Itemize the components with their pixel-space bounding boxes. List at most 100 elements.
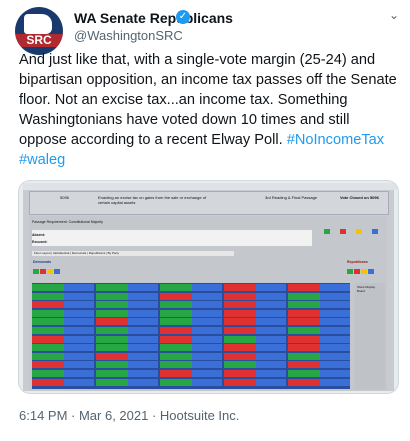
seat-column bbox=[224, 284, 286, 388]
seat-blank bbox=[128, 292, 158, 300]
seat-vote bbox=[96, 301, 130, 309]
seat-cell bbox=[160, 309, 222, 317]
seat-cell bbox=[96, 284, 158, 291]
seat-vote bbox=[96, 378, 130, 386]
seat-vote bbox=[288, 292, 322, 300]
verified-badge-icon: ✓ bbox=[176, 10, 190, 24]
seat-blank bbox=[320, 284, 350, 291]
seat-cell bbox=[160, 370, 222, 377]
seat-cell bbox=[224, 352, 286, 360]
tweet-timestamp[interactable]: 6:14 PM · Mar 6, 2021 · Hootsuite Inc. bbox=[19, 408, 240, 423]
seat-cell bbox=[160, 378, 222, 386]
seat-vote bbox=[288, 370, 322, 377]
seat-blank bbox=[192, 301, 222, 309]
seat-vote bbox=[160, 361, 194, 369]
vote-pane: Passage Requirement: Constitutional Majo… bbox=[29, 216, 387, 391]
hashtags[interactable]: #NoIncomeTax #waleg bbox=[19, 132, 385, 168]
seat-cell bbox=[224, 378, 286, 386]
layout-tabs[interactable]: Floor Layout | Alphabetical | Democrats … bbox=[32, 251, 234, 256]
seat-blank bbox=[256, 284, 286, 291]
dem-excused-box bbox=[54, 269, 60, 274]
dem-absent-box bbox=[47, 269, 53, 274]
seat-vote bbox=[224, 352, 258, 360]
seat-vote bbox=[224, 335, 258, 343]
seat-blank bbox=[192, 335, 222, 343]
seat-cell bbox=[32, 292, 94, 300]
absent-total-box bbox=[356, 229, 362, 234]
seat-vote bbox=[160, 309, 194, 317]
seat-cell bbox=[160, 327, 222, 334]
seat-blank bbox=[320, 309, 350, 317]
seat-grid bbox=[32, 283, 350, 389]
seat-vote bbox=[32, 284, 66, 291]
seat-blank bbox=[192, 370, 222, 377]
seat-cell bbox=[96, 344, 158, 352]
avatar[interactable]: SRC bbox=[15, 7, 63, 55]
seat-cell bbox=[96, 327, 158, 334]
show-display-board[interactable]: Show Display Board bbox=[357, 285, 376, 293]
seat-vote bbox=[160, 352, 194, 360]
seat-cell bbox=[288, 361, 350, 369]
seat-vote bbox=[224, 301, 258, 309]
more-options-icon[interactable]: ⌄ bbox=[388, 8, 400, 22]
seat-vote bbox=[96, 335, 130, 343]
seat-blank bbox=[128, 284, 158, 291]
seat-blank bbox=[192, 361, 222, 369]
seat-blank bbox=[192, 352, 222, 360]
seat-column bbox=[32, 284, 94, 388]
seat-blank bbox=[64, 327, 94, 334]
seat-blank bbox=[256, 318, 286, 326]
seat-cell bbox=[96, 361, 158, 369]
seat-blank bbox=[256, 327, 286, 334]
seat-cell bbox=[32, 335, 94, 343]
seat-vote bbox=[160, 292, 194, 300]
seat-vote bbox=[224, 292, 258, 300]
seat-blank bbox=[256, 292, 286, 300]
seat-vote bbox=[32, 301, 66, 309]
seat-vote bbox=[160, 344, 194, 352]
seat-cell bbox=[160, 292, 222, 300]
seat-cell bbox=[288, 284, 350, 291]
seat-blank bbox=[256, 378, 286, 386]
seat-vote bbox=[288, 301, 322, 309]
seat-vote bbox=[224, 327, 258, 334]
seat-vote bbox=[224, 361, 258, 369]
window-titlebar bbox=[23, 183, 397, 190]
washington-state-icon bbox=[24, 14, 52, 34]
seat-vote bbox=[224, 344, 258, 352]
seat-cell bbox=[288, 309, 350, 317]
account-handle[interactable]: @WashingtonSRC bbox=[74, 28, 183, 43]
seat-vote bbox=[224, 370, 258, 377]
seat-cell bbox=[224, 344, 286, 352]
absent-label: Absent: bbox=[32, 233, 46, 237]
seat-blank bbox=[128, 318, 158, 326]
seat-cell bbox=[96, 292, 158, 300]
seat-vote bbox=[96, 370, 130, 377]
seat-blank bbox=[128, 335, 158, 343]
side-panel: Show Display Board bbox=[355, 283, 385, 389]
seat-vote bbox=[96, 284, 130, 291]
tweet-media[interactable]: 5096 Enacting an excise tax on gains fro… bbox=[18, 180, 399, 394]
seat-cell bbox=[288, 318, 350, 326]
seat-blank bbox=[320, 378, 350, 386]
seat-blank bbox=[320, 292, 350, 300]
seat-blank bbox=[320, 318, 350, 326]
seat-blank bbox=[320, 335, 350, 343]
seat-cell bbox=[32, 370, 94, 377]
seat-cell bbox=[160, 318, 222, 326]
seat-vote bbox=[96, 318, 130, 326]
seat-cell bbox=[32, 344, 94, 352]
seat-vote bbox=[288, 309, 322, 317]
bill-description: Enacting an excise tax on gains from the… bbox=[98, 195, 207, 205]
seat-cell bbox=[224, 327, 286, 334]
account-name[interactable]: WA Senate Republicans bbox=[74, 10, 233, 26]
seat-column bbox=[96, 284, 158, 388]
seat-cell bbox=[32, 309, 94, 317]
seat-cell bbox=[160, 284, 222, 291]
seat-blank bbox=[320, 301, 350, 309]
seat-cell bbox=[32, 361, 94, 369]
seat-vote bbox=[288, 318, 322, 326]
seat-blank bbox=[128, 301, 158, 309]
rep-excused-box bbox=[368, 269, 374, 274]
